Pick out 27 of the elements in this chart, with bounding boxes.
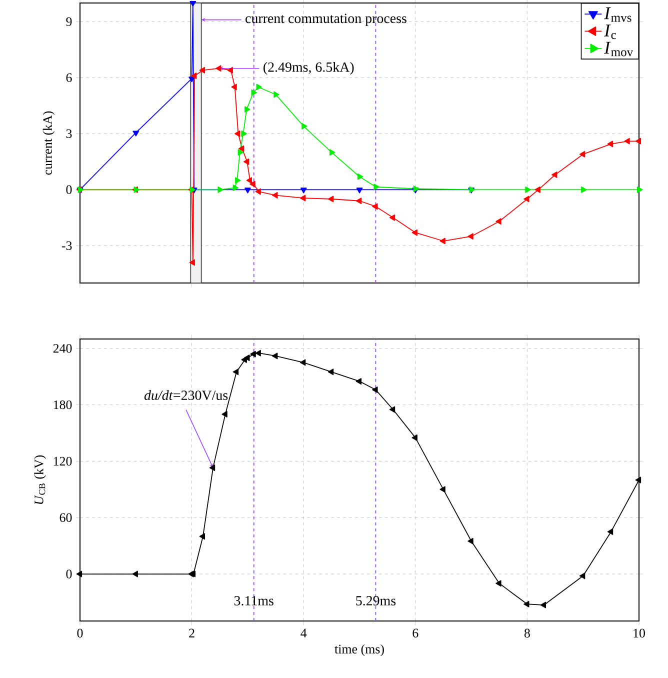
annotation: (2.49ms, 6.5kA) — [264, 62, 354, 75]
ref-line-label: 3.11ms — [234, 596, 274, 606]
y-tick-label: 6 — [66, 73, 72, 82]
y-tick-label: 180 — [54, 400, 72, 410]
x-axis-title: time (ms) — [334, 644, 384, 656]
y-tick-label: -3 — [62, 241, 72, 250]
legend-label: I$_{mvs}$ — [604, 7, 632, 22]
y-tick-label: 120 — [54, 456, 72, 466]
x-tick-label: 6 — [412, 628, 418, 638]
y-tick-label: 9 — [66, 17, 72, 26]
x-tick-label: 2 — [189, 628, 194, 638]
annotation: du/dt=230V/us — [144, 390, 228, 400]
legend-label: I$_{c}$ — [604, 24, 616, 40]
y-tick-label: 3 — [66, 129, 72, 138]
y-tick-label: 60 — [60, 513, 72, 522]
y-tick-label: 240 — [53, 344, 72, 353]
x-tick-label: 10 — [634, 628, 645, 638]
ref-line-label: 5.29ms — [356, 596, 396, 606]
y-axis-title: current (kA) — [42, 111, 55, 175]
y-tick-label: 0 — [66, 185, 72, 194]
legend-label: I$_{mov}$ — [604, 42, 634, 56]
x-tick-label: 8 — [524, 628, 530, 638]
x-tick-label: 4 — [300, 628, 307, 638]
annotation: current commutation process — [246, 14, 406, 26]
y-tick-label: 0 — [66, 570, 72, 578]
x-tick-label: 0 — [77, 628, 83, 638]
y-axis-title: U$_{CB}$ (kV) — [34, 455, 46, 504]
